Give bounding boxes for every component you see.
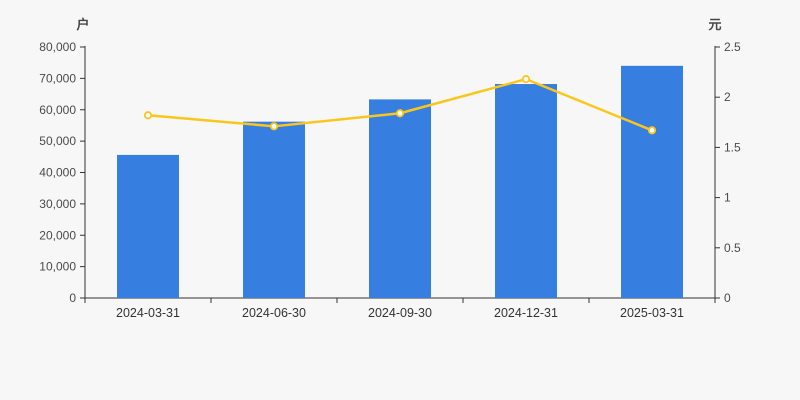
left-axis-tick-label: 20,000 bbox=[39, 228, 76, 242]
left-axis-tick-label: 80,000 bbox=[39, 40, 76, 54]
left-axis-tick-label: 10,000 bbox=[39, 260, 76, 274]
left-axis-tick-label: 60,000 bbox=[39, 103, 76, 117]
x-axis-category-label: 2024-12-31 bbox=[494, 306, 558, 320]
right-axis-tick-label: 2.5 bbox=[724, 40, 741, 54]
bar[interactable] bbox=[495, 84, 557, 299]
right-axis-tick-label: 0.5 bbox=[724, 241, 741, 255]
left-axis-tick-label: 40,000 bbox=[39, 166, 76, 180]
right-axis-tick-label: 2 bbox=[724, 90, 731, 104]
right-axis-tick-label: 0 bbox=[724, 291, 731, 305]
line-point[interactable] bbox=[395, 109, 405, 118]
line-point[interactable] bbox=[521, 75, 531, 84]
x-axis-category-label: 2024-06-30 bbox=[242, 306, 306, 320]
x-axis-category-label: 2024-09-30 bbox=[368, 306, 432, 320]
bar[interactable] bbox=[243, 121, 305, 298]
left-axis-tick-label: 70,000 bbox=[39, 71, 76, 85]
bar[interactable] bbox=[369, 99, 431, 299]
line-point[interactable] bbox=[143, 111, 153, 120]
bar[interactable] bbox=[117, 154, 179, 298]
line-point[interactable] bbox=[269, 122, 279, 131]
x-axis-category-label: 2024-03-31 bbox=[116, 306, 180, 320]
right-axis-tick-label: 1.5 bbox=[724, 140, 741, 154]
line-point[interactable] bbox=[647, 126, 657, 135]
x-axis-category-label: 2025-03-31 bbox=[620, 306, 684, 320]
left-axis-unit-label: 户 bbox=[76, 17, 90, 32]
right-axis-unit-label: 元 bbox=[708, 17, 722, 32]
right-axis-tick-label: 1 bbox=[724, 191, 731, 205]
left-axis-tick-label: 50,000 bbox=[39, 134, 76, 148]
left-axis-tick-label: 30,000 bbox=[39, 197, 76, 211]
left-axis-tick-label: 0 bbox=[69, 291, 76, 305]
bar[interactable] bbox=[621, 65, 683, 298]
